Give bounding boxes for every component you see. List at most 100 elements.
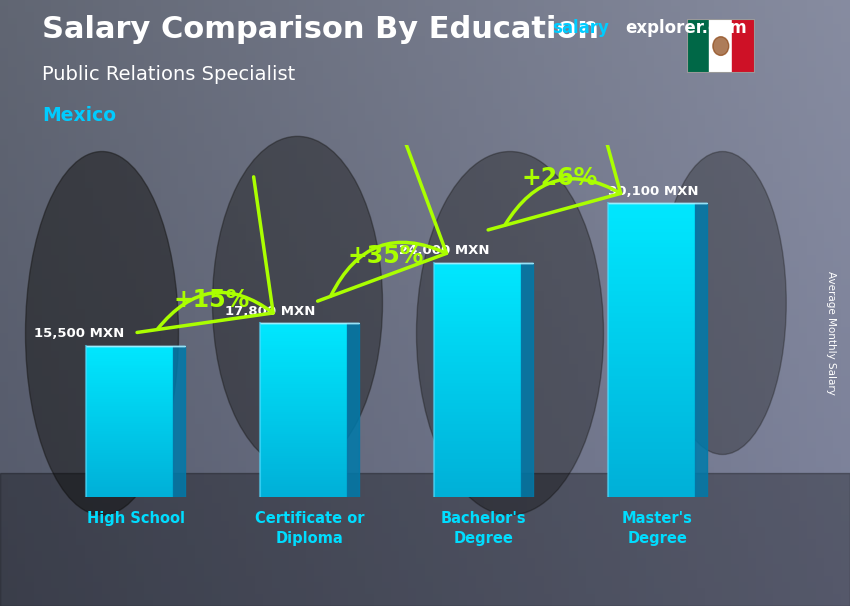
Bar <box>260 353 347 356</box>
Bar <box>260 493 347 494</box>
Bar <box>434 359 521 362</box>
Bar <box>260 341 347 342</box>
Bar <box>434 283 521 286</box>
Bar <box>434 444 521 447</box>
Bar <box>434 265 521 268</box>
Bar <box>434 462 521 465</box>
Bar <box>434 310 521 313</box>
Bar <box>608 321 694 324</box>
Bar <box>86 364 173 367</box>
Bar <box>434 292 521 295</box>
Bar <box>86 410 173 412</box>
Bar <box>260 449 347 451</box>
Bar <box>434 330 521 333</box>
Bar <box>434 336 521 339</box>
Bar <box>434 494 521 497</box>
Bar <box>86 416 173 418</box>
Text: Average Monthly Salary: Average Monthly Salary <box>826 271 836 395</box>
Bar <box>434 438 521 441</box>
Bar <box>260 342 347 345</box>
Bar <box>434 327 521 330</box>
Bar <box>86 470 173 472</box>
Bar <box>86 435 173 436</box>
Bar <box>434 350 521 353</box>
Bar <box>608 335 694 339</box>
Bar <box>260 373 347 375</box>
Bar <box>86 431 173 433</box>
Bar <box>86 450 173 451</box>
Bar <box>434 321 521 324</box>
Bar <box>608 287 694 291</box>
Bar <box>608 431 694 435</box>
Text: 24,000 MXN: 24,000 MXN <box>400 244 490 258</box>
Bar <box>434 398 521 400</box>
Bar <box>434 388 521 391</box>
Bar <box>608 280 694 284</box>
Bar <box>608 203 694 207</box>
Bar <box>86 412 173 414</box>
Bar <box>732 19 755 73</box>
Bar <box>434 453 521 456</box>
Bar <box>260 416 347 419</box>
Bar <box>608 255 694 258</box>
Bar <box>260 384 347 386</box>
Bar <box>86 395 173 397</box>
FancyArrowPatch shape <box>318 124 446 301</box>
Bar <box>86 457 173 459</box>
Bar <box>608 372 694 376</box>
Bar <box>86 384 173 385</box>
Bar <box>86 367 173 368</box>
Bar <box>608 445 694 449</box>
Bar <box>86 351 173 353</box>
Bar <box>434 315 521 318</box>
Bar <box>260 336 347 338</box>
Bar <box>86 399 173 401</box>
Bar <box>434 391 521 395</box>
Bar <box>260 395 347 397</box>
Bar <box>260 330 347 332</box>
Bar <box>608 368 694 372</box>
Bar <box>608 435 694 438</box>
Bar <box>260 360 347 362</box>
Bar <box>608 482 694 486</box>
Bar <box>86 427 173 429</box>
Bar <box>260 478 347 479</box>
Bar <box>608 416 694 420</box>
Bar <box>86 382 173 384</box>
Bar <box>608 490 694 493</box>
Bar <box>260 345 347 347</box>
Bar <box>608 302 694 306</box>
Bar <box>86 429 173 431</box>
Bar <box>608 284 694 287</box>
Bar <box>608 221 694 225</box>
Bar <box>86 355 173 357</box>
Bar <box>710 19 732 73</box>
Bar <box>260 451 347 453</box>
Bar <box>434 479 521 482</box>
Bar <box>260 327 347 330</box>
Bar <box>608 247 694 251</box>
Bar <box>86 357 173 359</box>
Bar <box>608 438 694 442</box>
Bar <box>260 430 347 431</box>
Polygon shape <box>347 323 359 497</box>
Bar <box>434 301 521 304</box>
Bar <box>608 265 694 269</box>
Bar <box>86 353 173 355</box>
Bar <box>86 345 173 347</box>
Bar <box>608 313 694 317</box>
Bar <box>434 262 521 265</box>
Bar <box>260 453 347 456</box>
Bar <box>86 401 173 402</box>
Bar <box>434 401 521 403</box>
Bar <box>86 423 173 425</box>
Bar <box>434 383 521 385</box>
Bar <box>86 397 173 399</box>
Bar <box>260 378 347 379</box>
Bar <box>86 359 173 361</box>
Text: Public Relations Specialist: Public Relations Specialist <box>42 65 296 84</box>
Polygon shape <box>173 345 185 497</box>
Bar <box>260 386 347 388</box>
Bar <box>608 453 694 456</box>
Bar <box>434 485 521 488</box>
